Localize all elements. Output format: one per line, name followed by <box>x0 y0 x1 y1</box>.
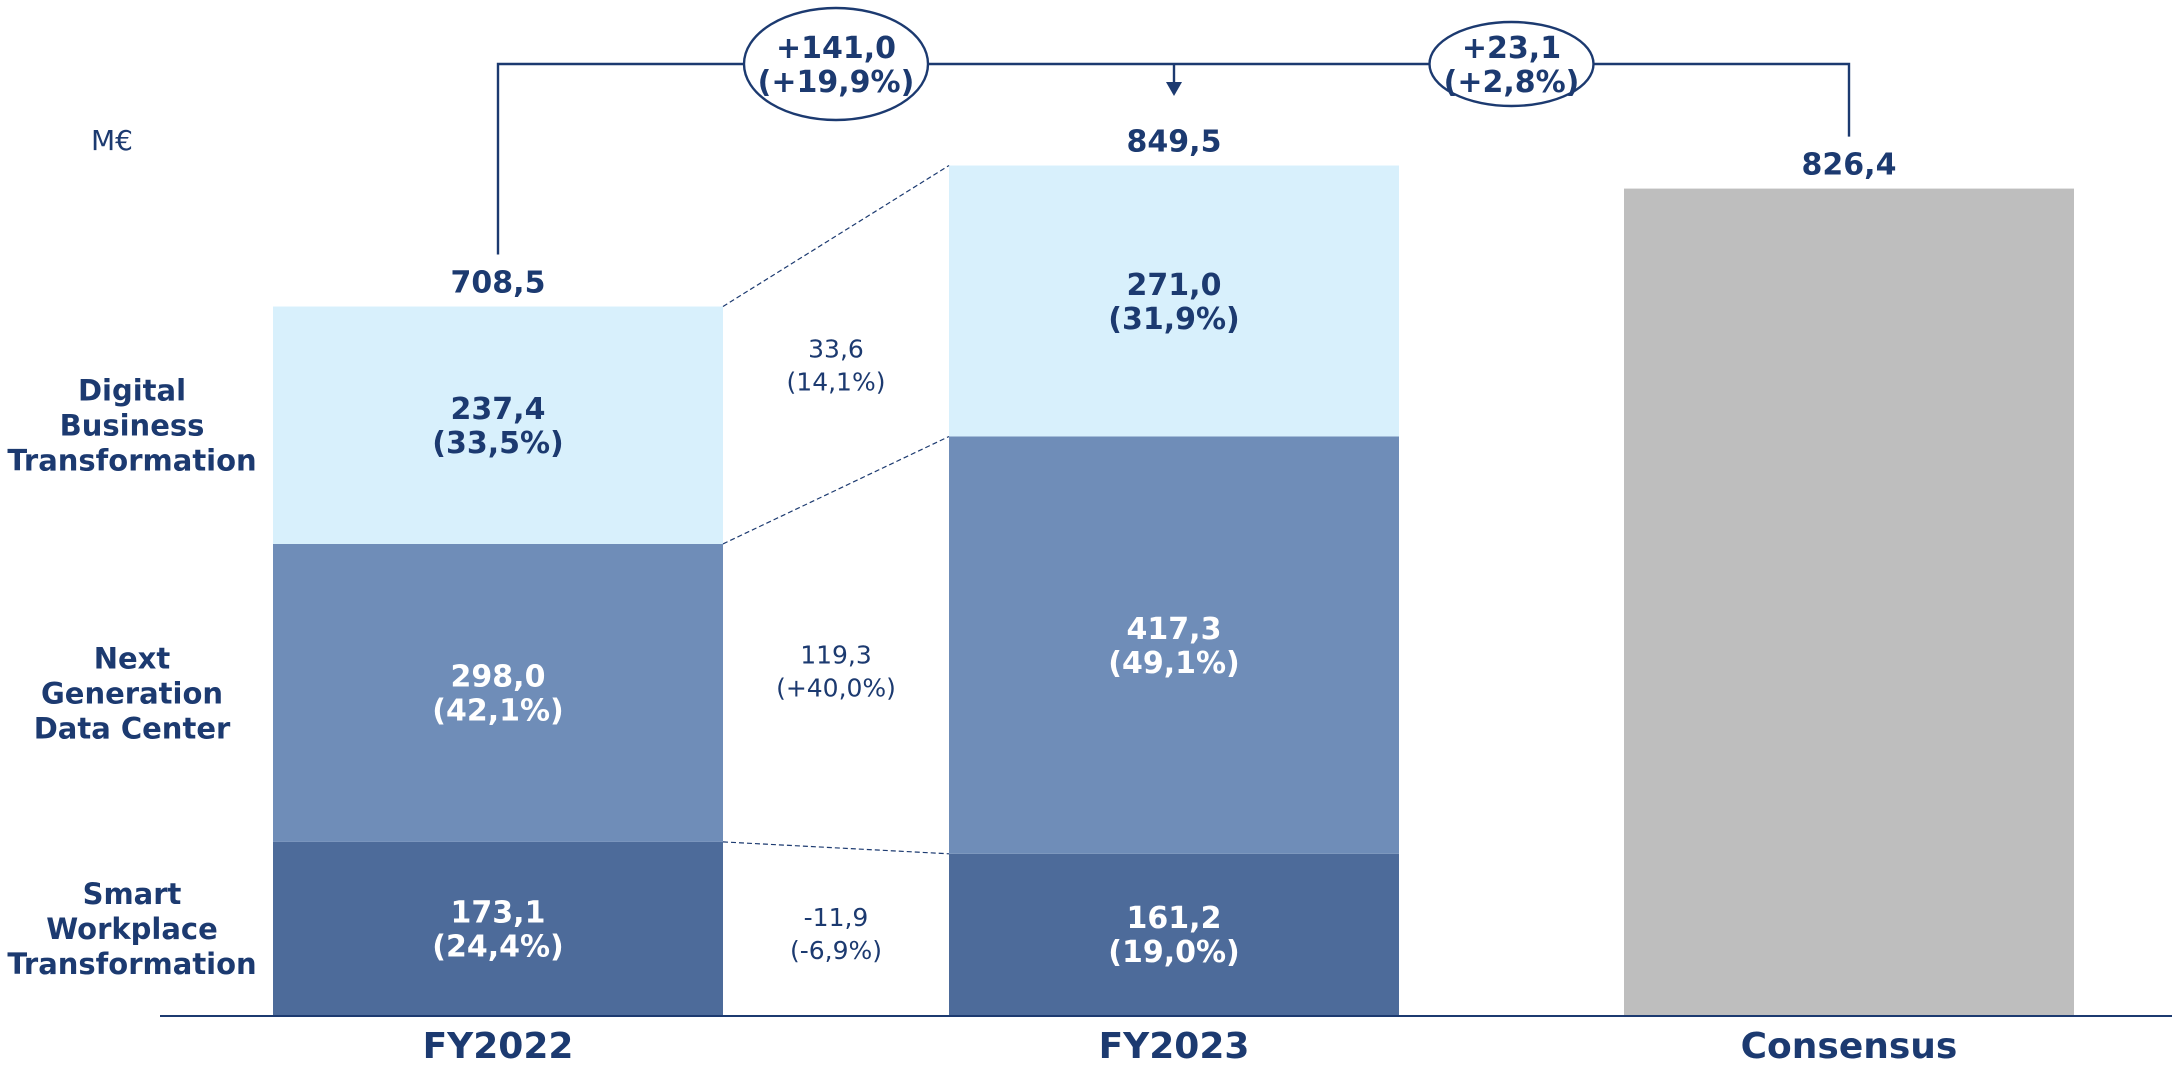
legend-label: Smart <box>83 877 182 911</box>
data-label: (31,9%) <box>1108 302 1240 337</box>
data-label: (49,1%) <box>1108 646 1240 681</box>
legend-label: Digital <box>78 374 186 408</box>
segment-delta-label: 33,6 <box>808 335 864 364</box>
growth-callout-label: (+19,9%) <box>758 65 915 100</box>
bar-next-generation-data-center-fy2023 <box>949 436 1399 854</box>
data-label: (24,4%) <box>432 929 564 964</box>
bar-digital-business-transformation-fy2022 <box>273 306 723 544</box>
bar-digital-business-transformation-fy2023 <box>949 165 1399 437</box>
legend-label: Next <box>94 641 171 675</box>
growth-arrow-head <box>1166 82 1182 96</box>
data-label: 161,2 <box>1127 901 1222 936</box>
segment-connector <box>722 164 950 308</box>
growth-callout-label: +141,0 <box>776 31 896 66</box>
legend-label: Generation <box>41 676 223 710</box>
growth-callout-ellipse <box>1428 20 1595 108</box>
segment-delta-label: 119,3 <box>800 641 872 670</box>
total-label: 849,5 <box>1127 125 1222 160</box>
bar-next-generation-data-center-fy2022 <box>273 543 723 842</box>
growth-callout-ellipse <box>742 6 930 122</box>
data-label: (33,5%) <box>432 426 564 461</box>
data-label: 417,3 <box>1127 612 1222 647</box>
data-label: (42,1%) <box>432 694 564 729</box>
bar-consensus-consensus <box>1624 188 2074 1016</box>
segment-delta-label: -11,9 <box>804 903 869 932</box>
legend-label: Transformation <box>7 947 256 981</box>
data-label: 173,1 <box>451 895 546 930</box>
segment-delta-label: (+40,0%) <box>776 674 896 703</box>
legend-label: Data Center <box>34 711 231 745</box>
segment-delta-label: (14,1%) <box>787 368 886 397</box>
bar-smart-workplace-transformation-fy2023 <box>949 853 1399 1015</box>
total-label: 826,4 <box>1802 148 1897 183</box>
legend-label: Transformation <box>7 444 256 478</box>
data-label: 237,4 <box>451 392 546 427</box>
total-label: 708,5 <box>451 266 546 301</box>
category-label: FY2023 <box>1099 1026 1250 1066</box>
bar-smart-workplace-transformation-fy2022 <box>273 841 723 1015</box>
segment-connector <box>722 435 950 545</box>
growth-callout-label: +23,1 <box>1462 31 1561 66</box>
unit-label: M€ <box>91 124 133 157</box>
data-label: (19,0%) <box>1108 935 1240 970</box>
data-label: 298,0 <box>451 660 546 695</box>
data-label: 271,0 <box>1127 268 1222 303</box>
segment-delta-label: (-6,9%) <box>790 936 882 965</box>
legend-label: Business <box>60 409 205 443</box>
category-label: Consensus <box>1741 1026 1958 1066</box>
segment-connector <box>722 841 950 855</box>
growth-callout-label: (+2,8%) <box>1444 65 1580 100</box>
legend-label: Workplace <box>46 912 218 946</box>
category-label: FY2022 <box>423 1026 574 1066</box>
